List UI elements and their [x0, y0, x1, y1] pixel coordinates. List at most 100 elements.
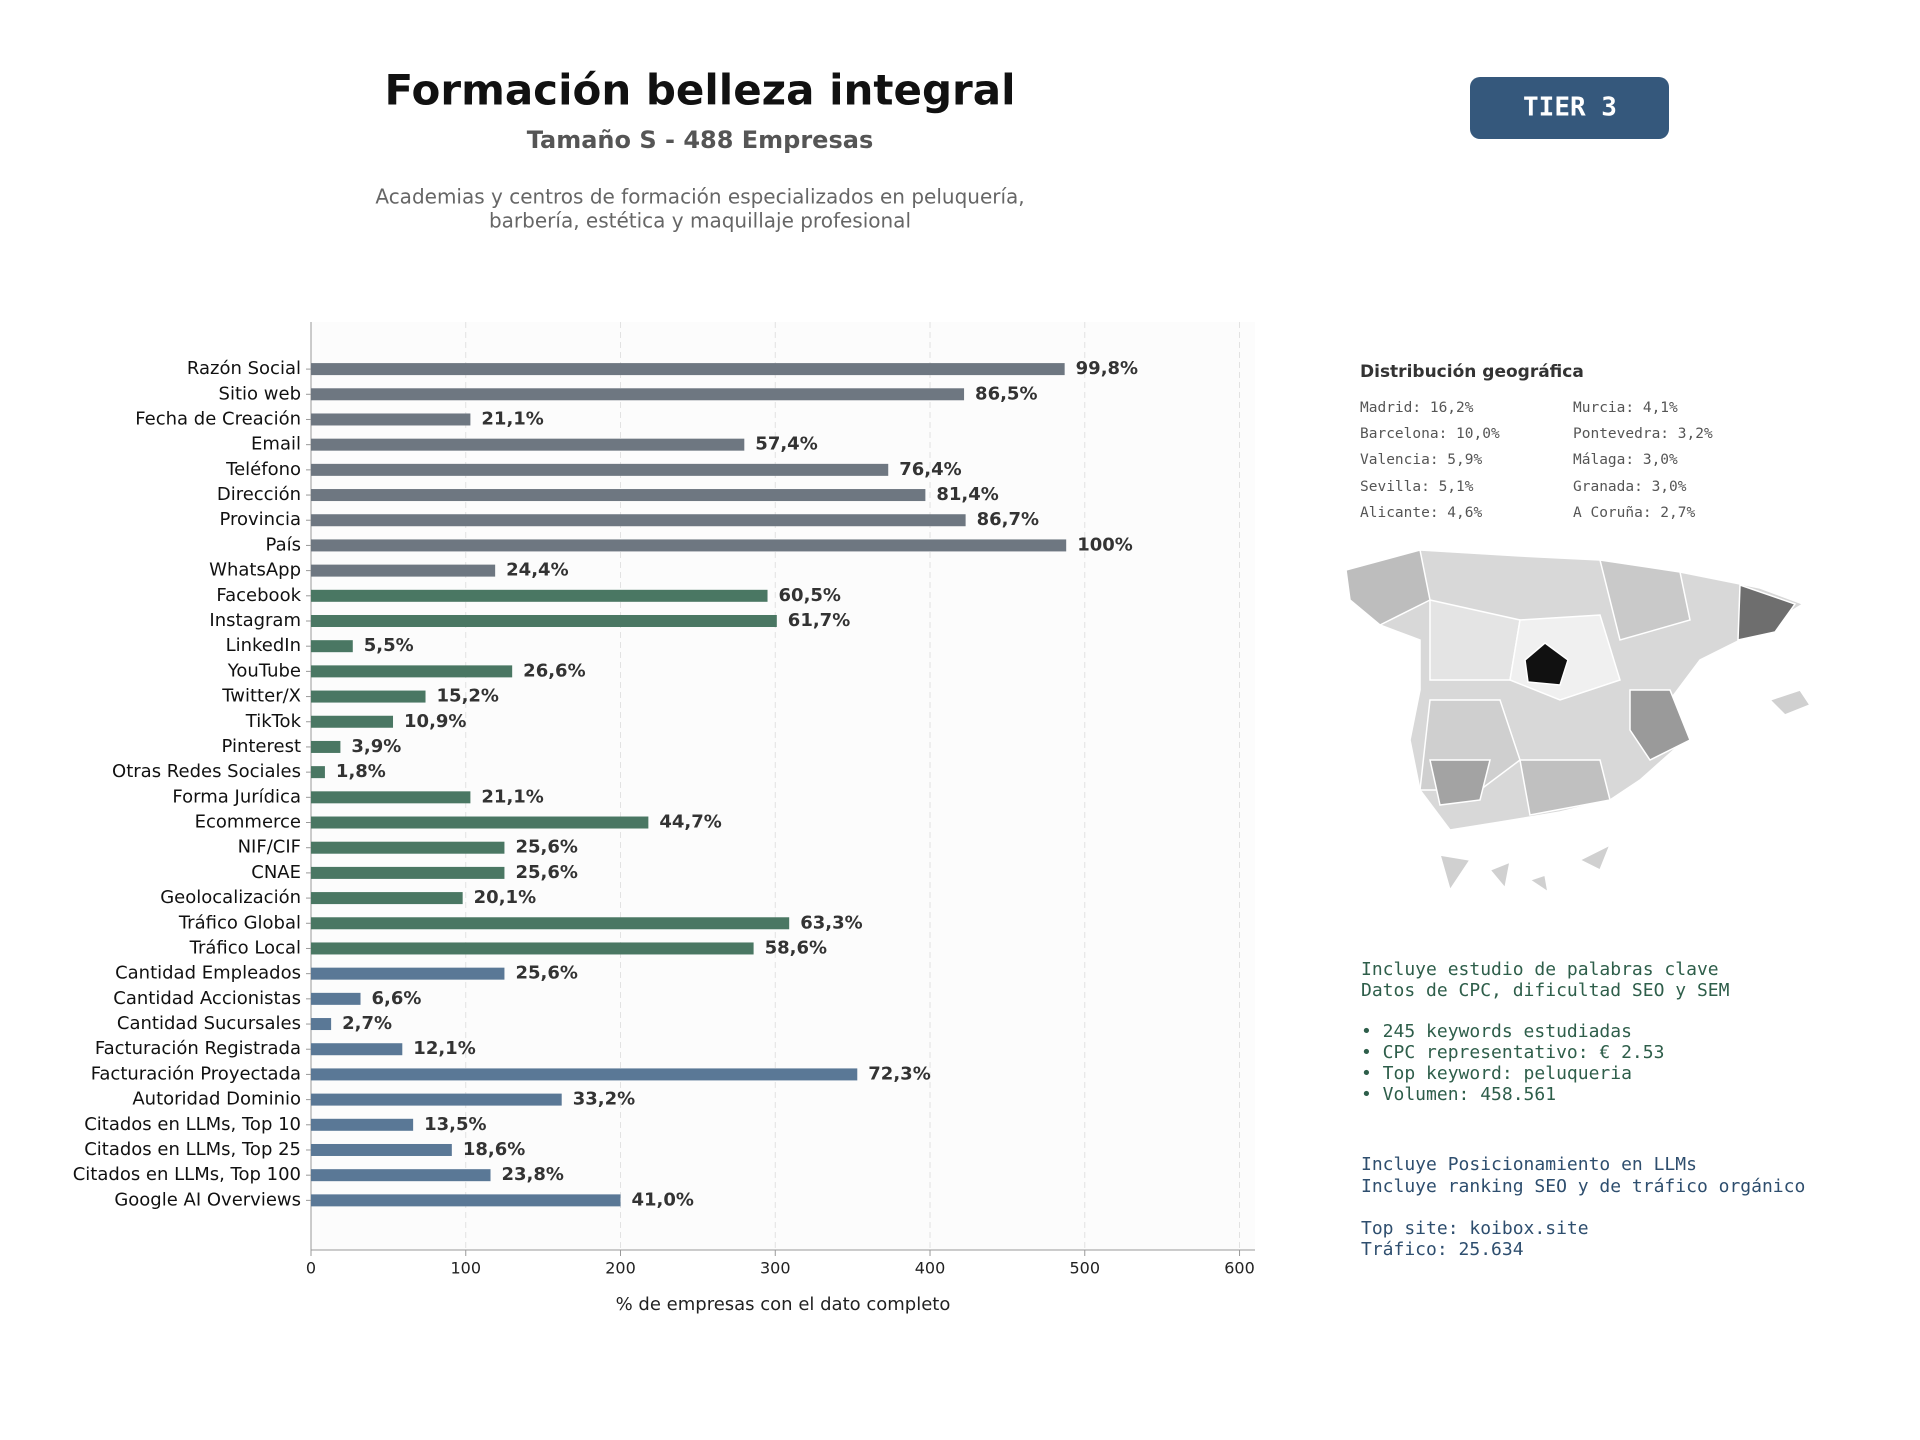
y-tick-label: País	[266, 534, 301, 555]
description: Academias y centros de formación especia…	[375, 185, 1024, 209]
value-label: 61,7%	[788, 610, 850, 631]
geo-item: Granada: 3,0%	[1573, 479, 1687, 495]
geo-item: Sevilla: 5,1%	[1360, 479, 1474, 495]
bar	[311, 1194, 621, 1207]
bar	[311, 892, 463, 905]
y-tick-label: Cantidad Accionistas	[113, 988, 301, 1009]
bar	[311, 791, 471, 804]
bar	[311, 589, 768, 602]
value-label: 41,0%	[632, 1189, 694, 1210]
plot-area	[311, 322, 1255, 1250]
value-label: 18,6%	[463, 1139, 525, 1160]
y-tick-label: TikTok	[245, 711, 302, 732]
badge-text: TIER 3	[1523, 93, 1617, 123]
y-tick-label: Razón Social	[187, 358, 301, 379]
llm-info: Incluye Posicionamiento en LLMs	[1361, 1154, 1697, 1175]
value-label: 25,6%	[515, 837, 577, 858]
bar	[311, 1143, 452, 1156]
y-tick-label: Cantidad Empleados	[115, 963, 301, 984]
bar	[311, 1118, 414, 1131]
value-label: 99,8%	[1076, 358, 1138, 379]
bar	[311, 539, 1067, 552]
y-tick-label: Cantidad Sucursales	[117, 1013, 301, 1034]
value-label: 6,6%	[372, 988, 422, 1009]
y-tick-label: Tráfico Global	[178, 912, 301, 933]
bar	[311, 967, 505, 980]
bar	[311, 388, 965, 401]
bar	[311, 564, 496, 577]
y-tick-label: Otras Redes Sociales	[112, 761, 301, 782]
value-label: 5,5%	[364, 635, 414, 656]
keyword-info: Incluye estudio de palabras clave	[1361, 959, 1719, 980]
value-label: 72,3%	[868, 1063, 930, 1084]
x-tick-label: 600	[1224, 1259, 1255, 1278]
bar	[311, 1068, 858, 1081]
value-label: 86,7%	[977, 509, 1039, 530]
y-tick-label: Fecha de Creación	[135, 408, 301, 429]
bar	[311, 1169, 491, 1182]
x-tick-label: 100	[450, 1259, 481, 1278]
value-label: 100%	[1077, 534, 1133, 555]
y-tick-label: LinkedIn	[226, 635, 301, 656]
y-tick-label: CNAE	[251, 862, 301, 883]
y-tick-label: Sitio web	[219, 383, 301, 404]
bar	[311, 514, 966, 527]
y-tick-label: Pinterest	[221, 736, 301, 757]
bar	[311, 942, 754, 955]
value-label: 24,4%	[506, 560, 568, 581]
llm-info: Incluye ranking SEO y de tráfico orgánic…	[1361, 1176, 1805, 1197]
y-tick-label: Facturación Proyectada	[91, 1063, 301, 1084]
llm-info: Tráfico: 25.634	[1361, 1239, 1524, 1260]
geo-item: Madrid: 16,2%	[1360, 400, 1474, 416]
value-label: 15,2%	[437, 686, 499, 707]
y-tick-label: Google AI Overviews	[114, 1189, 301, 1210]
keyword-info: • 245 keywords estudiadas	[1361, 1021, 1632, 1042]
y-tick-label: Teléfono	[225, 459, 301, 480]
y-tick-label: YouTube	[227, 660, 301, 681]
value-label: 57,4%	[755, 434, 817, 455]
description: barbería, estética y maquillaje profesio…	[489, 209, 911, 233]
y-tick-label: Ecommerce	[195, 812, 301, 833]
bar	[311, 1043, 403, 1056]
bar	[311, 816, 649, 829]
geo-item: Málaga: 3,0%	[1573, 452, 1678, 468]
y-tick-label: Tráfico Local	[189, 937, 301, 958]
bar	[311, 640, 353, 653]
bar	[311, 1093, 562, 1106]
keyword-info: • CPC representativo: € 2.53	[1361, 1042, 1664, 1063]
value-label: 86,5%	[975, 383, 1037, 404]
bar	[311, 614, 777, 627]
keyword-info: Datos de CPC, dificultad SEO y SEM	[1361, 980, 1730, 1001]
map	[1345, 549, 1812, 894]
bar	[311, 363, 1065, 376]
keyword-info: • Volumen: 458.561	[1361, 1084, 1556, 1105]
value-label: 63,3%	[800, 912, 862, 933]
bar	[311, 715, 394, 728]
y-tick-label: Geolocalización	[160, 887, 301, 908]
value-label: 76,4%	[899, 459, 961, 480]
y-tick-label: Provincia	[219, 509, 301, 530]
value-label: 26,6%	[523, 660, 585, 681]
geo-item: Pontevedra: 3,2%	[1573, 426, 1713, 442]
value-label: 33,2%	[573, 1089, 635, 1110]
value-label: 10,9%	[404, 711, 466, 732]
bar	[311, 917, 790, 930]
geo-item: Murcia: 4,1%	[1573, 400, 1678, 416]
value-label: 12,1%	[413, 1038, 475, 1059]
keyword-info: • Top keyword: peluqueria	[1361, 1063, 1632, 1084]
x-tick-label: 400	[915, 1259, 946, 1278]
value-label: 60,5%	[779, 585, 841, 606]
bar	[311, 740, 341, 753]
bar	[311, 489, 926, 502]
y-tick-label: Autoridad Dominio	[132, 1089, 301, 1110]
bar	[311, 866, 505, 879]
y-tick-label: Citados en LLMs, Top 25	[84, 1139, 301, 1160]
geo-item: Alicante: 4,6%	[1360, 505, 1482, 521]
bar	[311, 413, 471, 426]
value-label: 81,4%	[936, 484, 998, 505]
value-label: 25,6%	[515, 862, 577, 883]
y-tick-label: Citados en LLMs, Top 100	[73, 1164, 301, 1185]
bar	[311, 665, 513, 678]
title: Formación belleza integral	[385, 66, 1016, 115]
geo-item: A Coruña: 2,7%	[1573, 505, 1695, 521]
